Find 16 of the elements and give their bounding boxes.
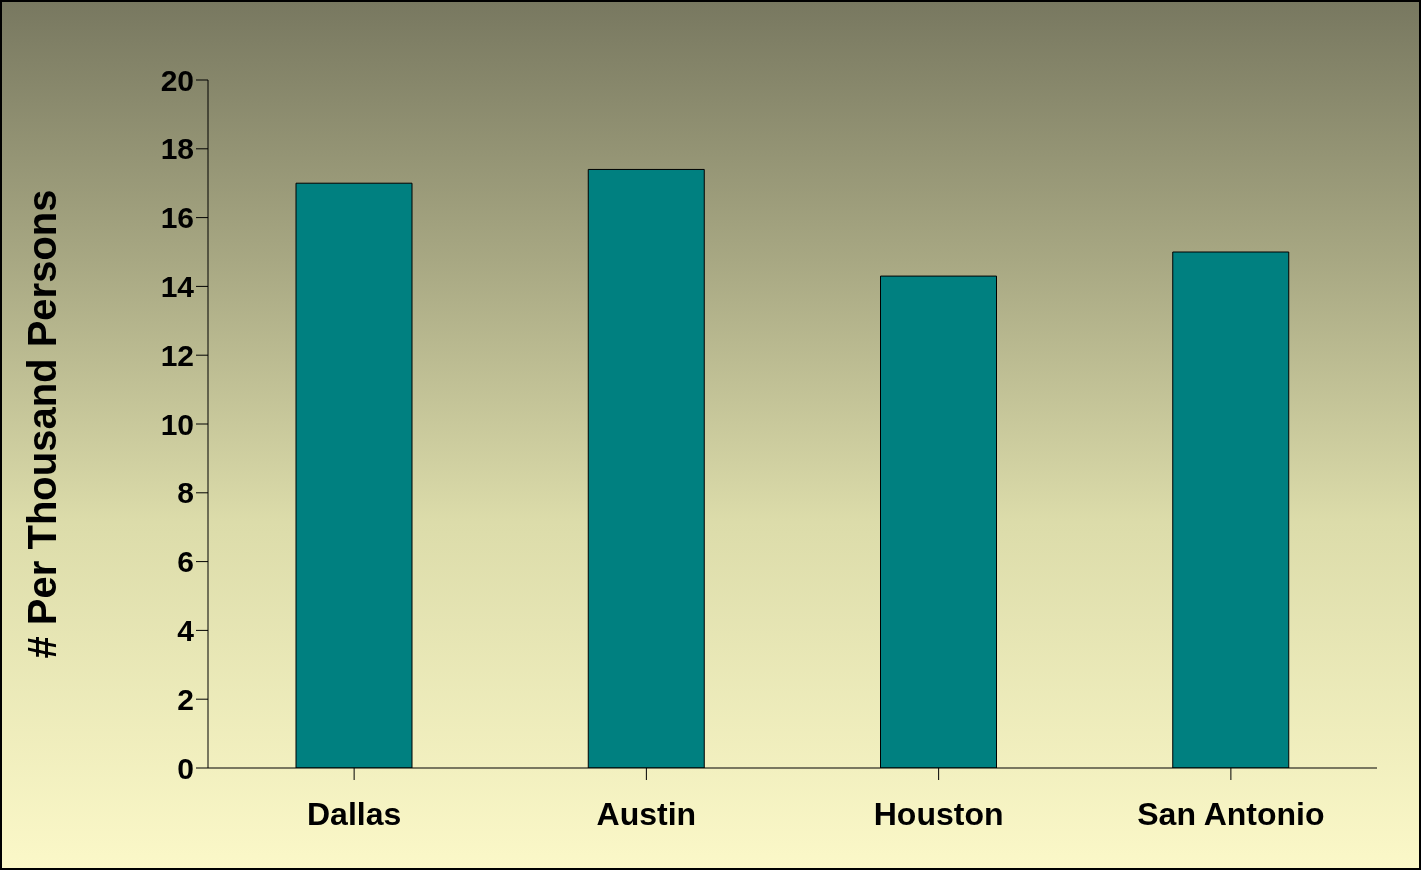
y-tick-label: 8 [177, 476, 194, 510]
y-tick-label: 2 [177, 682, 194, 716]
y-tick-label: 14 [160, 270, 195, 304]
y-tick-label: 6 [177, 545, 194, 579]
x-tick-label: Dallas [306, 795, 402, 832]
y-tick-label: 16 [160, 201, 194, 235]
x-tick-label: Houston [873, 795, 1004, 832]
x-tick-label: Austin [596, 795, 697, 832]
y-axis-title: # Per Thousand Persons [20, 189, 65, 659]
y-tick-label: 4 [177, 614, 195, 648]
y-tick-label: 12 [160, 338, 194, 372]
y-tick-label: 10 [160, 407, 194, 441]
y-tick-label: 18 [160, 132, 194, 166]
y-tick-label: 0 [177, 751, 194, 785]
y-tick-label: 20 [160, 63, 194, 97]
x-tick-label: San Antonio [1137, 795, 1325, 832]
